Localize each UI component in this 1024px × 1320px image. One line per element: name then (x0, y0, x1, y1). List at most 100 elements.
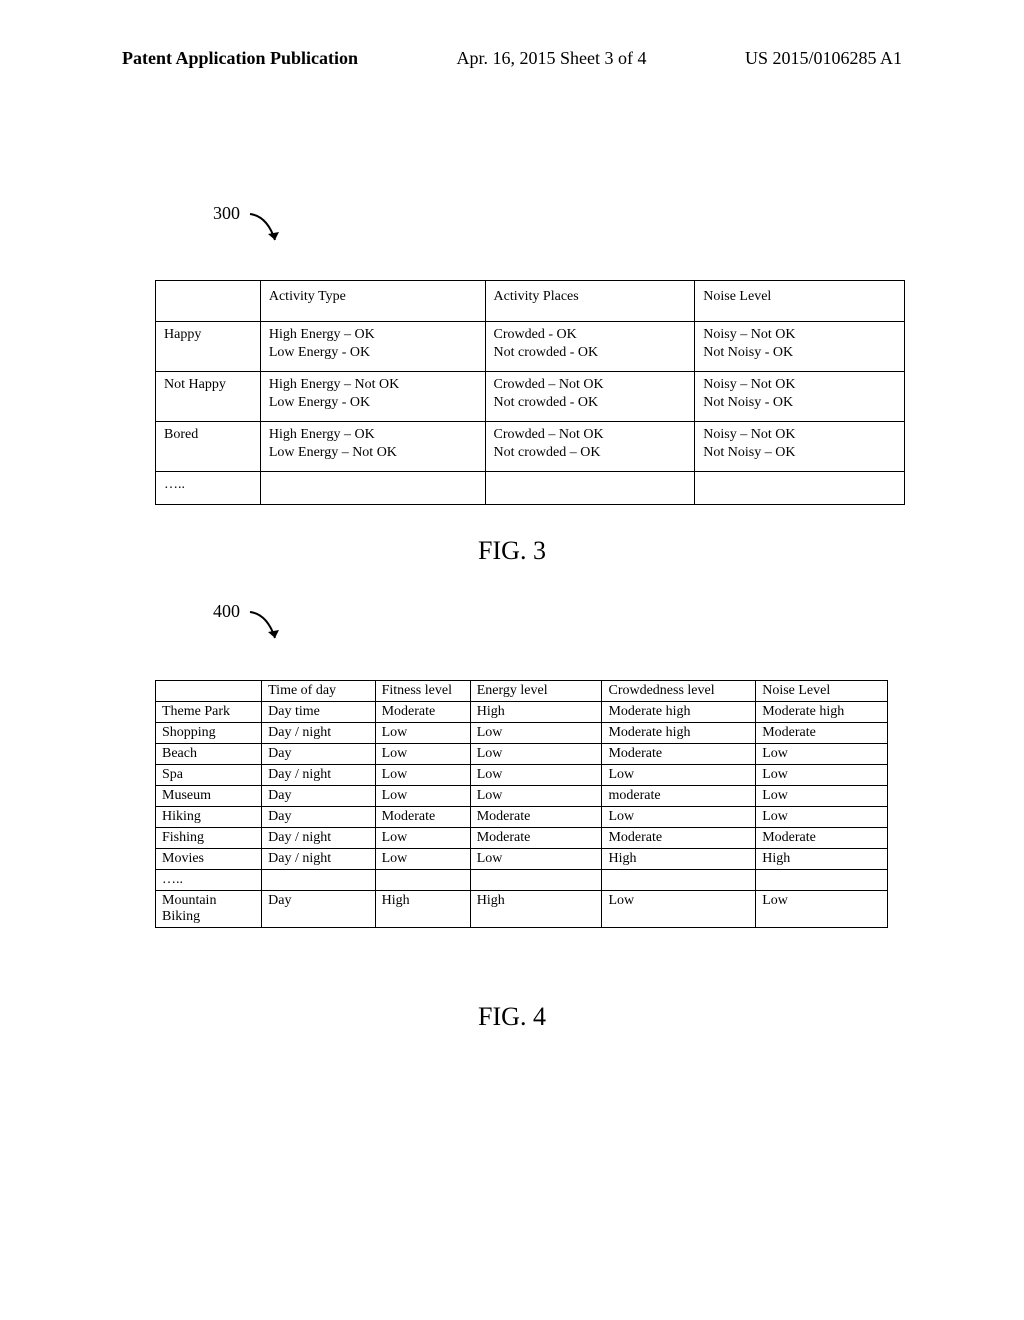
table-400-header-cell: Crowdedness level (602, 681, 756, 702)
table-400-header-cell: Time of day (262, 681, 375, 702)
table-cell: Low (756, 891, 888, 928)
table-cell: Low (470, 765, 602, 786)
table-cell: Low (756, 786, 888, 807)
table-cell: Moderate (375, 702, 470, 723)
table-row: FishingDay / nightLowModerateModerateMod… (156, 828, 888, 849)
table-row: ….. (156, 472, 905, 505)
table-cell: Spa (156, 765, 262, 786)
table-cell: Noisy – Not OKNot Noisy - OK (695, 372, 905, 422)
table-cell: Low (470, 786, 602, 807)
table-cell: Moderate (470, 828, 602, 849)
table-cell: Moderate high (602, 723, 756, 744)
table-cell: Low (756, 807, 888, 828)
table-cell: Day time (262, 702, 375, 723)
table-cell: Not Happy (156, 372, 261, 422)
table-cell: High (756, 849, 888, 870)
table-cell: Crowded – Not OKNot crowded - OK (485, 372, 695, 422)
table-cell: Shopping (156, 723, 262, 744)
table-cell: Theme Park (156, 702, 262, 723)
table-cell: Low (602, 891, 756, 928)
table-300: Activity TypeActivity PlacesNoise LevelH… (155, 280, 905, 505)
table-400-header-cell (156, 681, 262, 702)
table-cell: Bored (156, 422, 261, 472)
header-right: US 2015/0106285 A1 (745, 48, 902, 69)
table-cell: Day / night (262, 828, 375, 849)
table-cell: Low (470, 849, 602, 870)
page-header: Patent Application Publication Apr. 16, … (122, 48, 902, 69)
table-row: SpaDay / nightLowLowLowLow (156, 765, 888, 786)
table-cell: Mountain Biking (156, 891, 262, 928)
header-center: Apr. 16, 2015 Sheet 3 of 4 (457, 48, 647, 69)
table-row: MuseumDayLowLowmoderateLow (156, 786, 888, 807)
table-cell: Low (470, 723, 602, 744)
table-400-header-cell: Fitness level (375, 681, 470, 702)
table-row: ….. (156, 870, 888, 891)
table-cell: High Energy – OKLow Energy – Not OK (260, 422, 485, 472)
table-cell: Low (602, 807, 756, 828)
table-cell: Low (375, 849, 470, 870)
table-cell: Day / night (262, 723, 375, 744)
table-cell: Moderate (602, 744, 756, 765)
table-cell: Beach (156, 744, 262, 765)
table-cell: Moderate (756, 723, 888, 744)
table-300-header-cell: Activity Places (485, 281, 695, 322)
table-cell (375, 870, 470, 891)
table-400-header-cell: Energy level (470, 681, 602, 702)
table-cell: Crowded – Not OKNot crowded – OK (485, 422, 695, 472)
table-cell: Day (262, 744, 375, 765)
fig-3-caption: FIG. 3 (0, 536, 1024, 566)
table-row: Not HappyHigh Energy – Not OKLow Energy … (156, 372, 905, 422)
table-cell: Day (262, 786, 375, 807)
table-400: Time of dayFitness levelEnergy levelCrow… (155, 680, 888, 928)
table-cell: Day / night (262, 849, 375, 870)
table-cell: Low (602, 765, 756, 786)
table-cell: Low (756, 765, 888, 786)
table-row: Mountain BikingDayHighHighLowLow (156, 891, 888, 928)
fig-4-caption: FIG. 4 (0, 1002, 1024, 1032)
table-300-header-cell: Noise Level (695, 281, 905, 322)
table-cell: Low (375, 744, 470, 765)
table-cell: Low (756, 744, 888, 765)
table-cell: Fishing (156, 828, 262, 849)
header-left: Patent Application Publication (122, 48, 358, 69)
table-cell: Day (262, 807, 375, 828)
table-cell (756, 870, 888, 891)
table-row: HappyHigh Energy – OKLow Energy - OKCrow… (156, 322, 905, 372)
table-cell: High (470, 891, 602, 928)
table-row: BeachDayLowLowModerateLow (156, 744, 888, 765)
table-cell (262, 870, 375, 891)
table-cell: Moderate (375, 807, 470, 828)
table-cell: Day / night (262, 765, 375, 786)
table-cell: Low (470, 744, 602, 765)
table-cell: Low (375, 723, 470, 744)
table-cell: Crowded - OKNot crowded - OK (485, 322, 695, 372)
table-cell: Moderate high (602, 702, 756, 723)
table-300-header-cell (156, 281, 261, 322)
table-row: BoredHigh Energy – OKLow Energy – Not OK… (156, 422, 905, 472)
ref-400-label: 400 (213, 601, 240, 622)
table-cell (485, 472, 695, 505)
table-cell: Low (375, 828, 470, 849)
table-cell: Low (375, 786, 470, 807)
table-400-header-cell: Noise Level (756, 681, 888, 702)
table-cell: Museum (156, 786, 262, 807)
table-cell: Movies (156, 849, 262, 870)
table-cell: ….. (156, 870, 262, 891)
table-cell: Noisy – Not OKNot Noisy - OK (695, 322, 905, 372)
table-row: ShoppingDay / nightLowLowModerate highMo… (156, 723, 888, 744)
ref-400-arrow-icon (245, 610, 285, 650)
table-cell (260, 472, 485, 505)
table-row: HikingDayModerateModerateLowLow (156, 807, 888, 828)
table-cell: High Energy – Not OKLow Energy - OK (260, 372, 485, 422)
table-cell (602, 870, 756, 891)
table-cell: Moderate (602, 828, 756, 849)
table-300-header-cell: Activity Type (260, 281, 485, 322)
table-row: MoviesDay / nightLowLowHighHigh (156, 849, 888, 870)
table-row: Theme ParkDay timeModerateHighModerate h… (156, 702, 888, 723)
table-cell: Moderate (756, 828, 888, 849)
table-cell: Moderate (470, 807, 602, 828)
table-cell: ….. (156, 472, 261, 505)
table-cell: Noisy – Not OKNot Noisy – OK (695, 422, 905, 472)
table-cell: High (470, 702, 602, 723)
ref-300-label: 300 (213, 203, 240, 224)
